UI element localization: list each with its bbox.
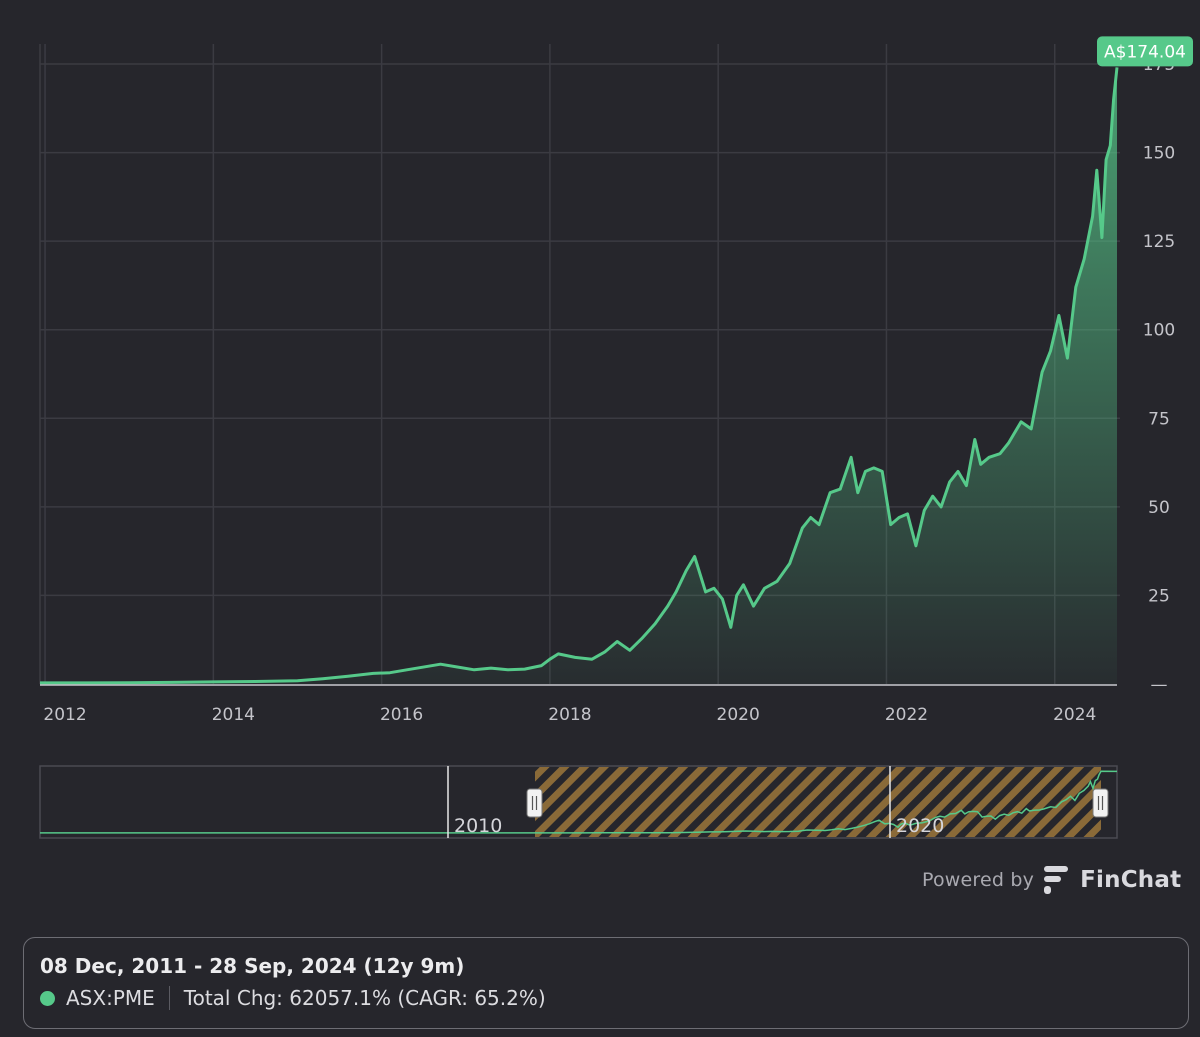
powered-by[interactable]: Powered by FinChat	[922, 860, 1181, 900]
y-tick-label: 150	[1143, 144, 1175, 164]
y-tick-label: 50	[1148, 498, 1170, 518]
y-tick-label: 75	[1148, 409, 1170, 429]
x-tick-label: 2020	[717, 705, 760, 725]
x-tick-label: 2024	[1053, 705, 1096, 725]
navigator-tick-label: 2010	[454, 815, 502, 837]
y-axis: 175150125100755025—	[1143, 55, 1175, 695]
powered-by-label: Powered by	[922, 869, 1035, 891]
x-tick-label: 2018	[548, 705, 591, 725]
y-tick-label: 25	[1148, 586, 1170, 606]
date-range: 08 Dec, 2011 - 28 Sep, 2024 (12y 9m)	[40, 954, 465, 978]
navigator-tick-label: 2020	[896, 815, 944, 837]
chart-plot-area	[40, 67, 1119, 686]
navigator-frame	[39, 765, 1118, 839]
x-tick-label: 2012	[43, 705, 86, 725]
series-line	[40, 67, 1119, 685]
divider	[168, 986, 170, 1010]
navigator-right-handle[interactable]	[1092, 788, 1109, 818]
x-tick-label: 2022	[885, 705, 928, 725]
last-price-badge-bg	[1097, 36, 1193, 67]
x-axis: 2012 2014 2016 2018 2020 2022 2024	[43, 705, 1096, 725]
finchat-logo-icon	[1044, 866, 1069, 894]
last-price-badge-label: A$174.04	[1104, 42, 1186, 62]
y-tick-label: 100	[1143, 321, 1175, 341]
brand-name: FinChat	[1080, 867, 1182, 893]
y-tick-label: —	[1151, 675, 1168, 695]
series-color-dot	[40, 990, 55, 1006]
navigator-series-line	[40, 770, 1118, 834]
ticker-label: ASX:PME	[66, 986, 155, 1010]
x-tick-label: 2016	[380, 705, 423, 725]
navigator-left-handle[interactable]	[526, 788, 543, 818]
last-price-badge: A$174.04	[1097, 36, 1193, 67]
y-tick-label: 125	[1143, 232, 1175, 252]
series-area	[40, 67, 1117, 684]
range-navigator[interactable]: 2010 2020	[39, 765, 1118, 839]
total-change: Total Chg: 62057.1% (CAGR: 65.2%)	[183, 986, 546, 1010]
series-summary-row: ASX:PME Total Chg: 62057.1% (CAGR: 65.2%…	[40, 986, 1172, 1010]
navigator-selected-range	[535, 767, 1101, 837]
summary-panel: 08 Dec, 2011 - 28 Sep, 2024 (12y 9m) ASX…	[23, 937, 1189, 1029]
x-tick-label: 2014	[212, 705, 255, 725]
